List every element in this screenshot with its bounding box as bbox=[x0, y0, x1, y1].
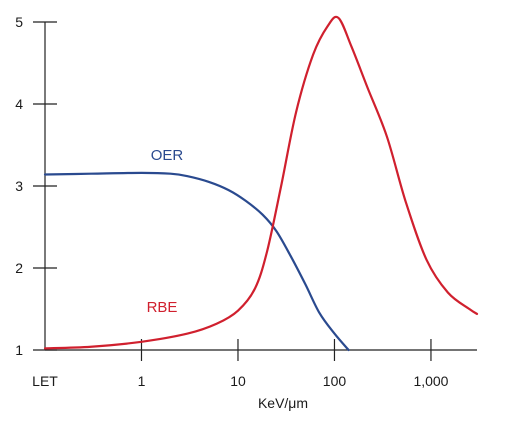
series-label-oer: OER bbox=[151, 147, 184, 164]
x-tick-label-100: 100 bbox=[323, 373, 347, 389]
x-tick-label-10: 10 bbox=[230, 373, 246, 389]
y-ticks: 1 2 3 4 5 bbox=[15, 14, 57, 358]
x-ticks: LET 1 10 100 1,000 bbox=[32, 339, 449, 389]
x-axis-title: KeV/μm bbox=[258, 395, 308, 411]
series-labels: OER RBE bbox=[147, 147, 184, 316]
series-label-rbe: RBE bbox=[147, 299, 178, 316]
x-tick-label-1: 1 bbox=[138, 373, 146, 389]
y-tick-label-4: 4 bbox=[15, 96, 23, 112]
axes bbox=[44, 22, 477, 351]
y-tick-label-1: 1 bbox=[15, 342, 23, 358]
series-line-rbe bbox=[43, 15, 479, 350]
y-tick-label-3: 3 bbox=[15, 178, 23, 194]
series-line-oer bbox=[43, 171, 350, 352]
curves bbox=[43, 15, 479, 352]
x-tick-label-let: LET bbox=[32, 373, 58, 389]
y-tick-label-5: 5 bbox=[15, 14, 23, 30]
x-tick-label-1,000: 1,000 bbox=[413, 373, 448, 389]
y-tick-label-2: 2 bbox=[15, 260, 23, 276]
